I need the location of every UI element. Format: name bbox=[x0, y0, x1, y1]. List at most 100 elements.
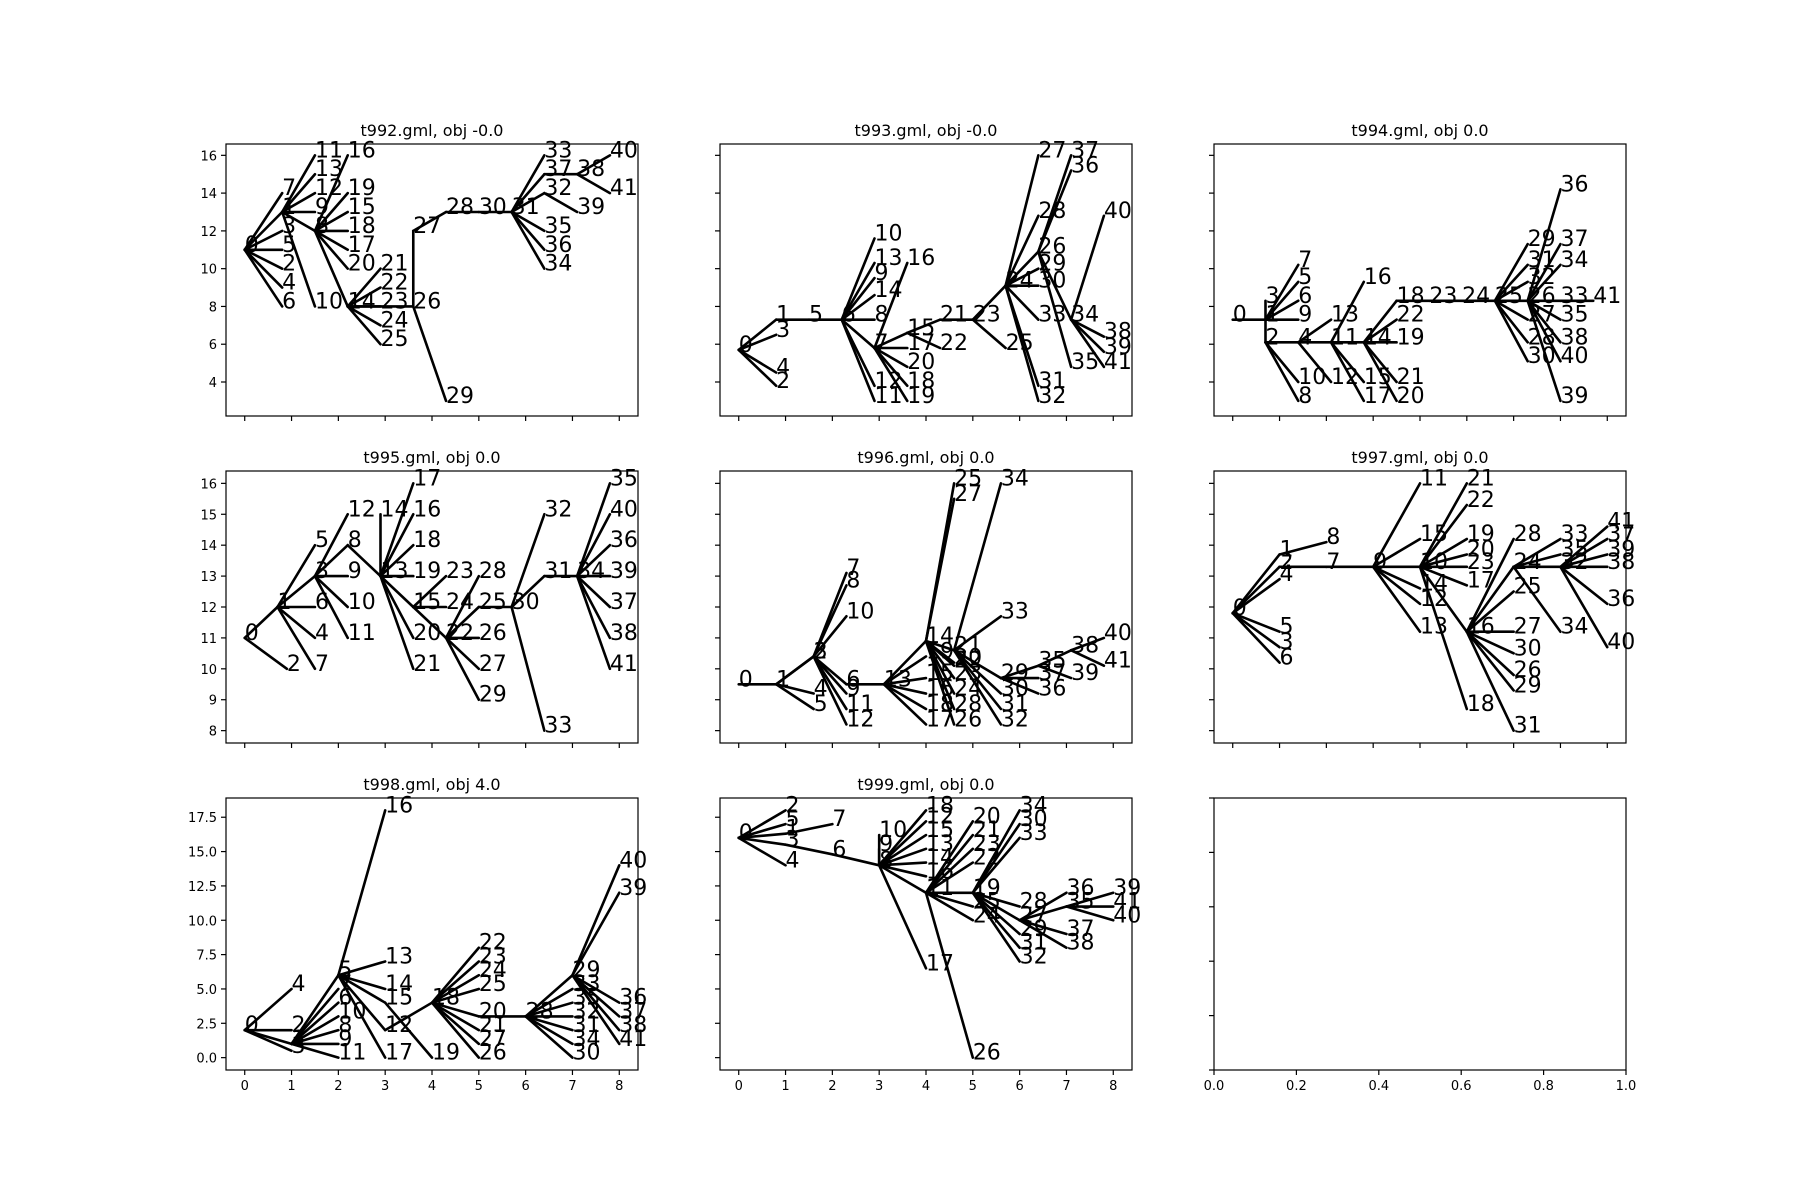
node-label: 19 bbox=[1467, 522, 1495, 547]
y-tick-label: 12 bbox=[200, 225, 217, 240]
node-label: 27 bbox=[479, 652, 507, 677]
node-label: 37 bbox=[610, 590, 638, 615]
node-label: 40 bbox=[1113, 903, 1141, 928]
tree-edge bbox=[840, 293, 876, 321]
node-label: 40 bbox=[610, 138, 638, 163]
tree-edge bbox=[575, 574, 612, 609]
panel-title: t996.gml, obj 0.0 bbox=[857, 448, 994, 467]
tree-edge bbox=[243, 605, 279, 640]
node-label: 15 bbox=[926, 661, 954, 686]
tree-edge bbox=[924, 639, 956, 711]
node-label: 31 bbox=[1514, 714, 1542, 739]
y-tick-label: 15.0 bbox=[188, 846, 217, 861]
x-tick-label: 1.0 bbox=[1616, 1079, 1637, 1094]
node-label: 10 bbox=[348, 590, 376, 615]
tree-edge bbox=[1264, 299, 1300, 321]
node-label: 10 bbox=[846, 599, 874, 624]
node-label: 9 bbox=[338, 1027, 352, 1052]
node-label: 32 bbox=[572, 999, 600, 1024]
tree-edge bbox=[1231, 611, 1281, 664]
y-tick-label: 11 bbox=[200, 632, 217, 647]
node-label: 14 bbox=[926, 846, 954, 871]
x-tick-label: 8 bbox=[615, 1079, 623, 1094]
tree-edge bbox=[524, 1015, 574, 1046]
node-label: 6 bbox=[846, 667, 860, 692]
node-label: 26 bbox=[479, 621, 507, 646]
node-label: 8 bbox=[315, 214, 329, 239]
node-label: 12 bbox=[385, 1013, 413, 1038]
tree-edge bbox=[575, 574, 612, 671]
y-tick-label: 5.0 bbox=[196, 983, 217, 998]
node-label: 23 bbox=[973, 832, 1001, 857]
tree-edge bbox=[774, 655, 815, 686]
tree-edge bbox=[346, 286, 382, 308]
node-label: 19 bbox=[926, 639, 954, 664]
node-label: 10 bbox=[879, 818, 907, 843]
tree-edge bbox=[1004, 284, 1040, 321]
tree-edge bbox=[290, 1015, 340, 1046]
node-label: 9 bbox=[348, 559, 362, 584]
tree-edge bbox=[952, 648, 1003, 711]
node-label: 21 bbox=[381, 252, 409, 277]
node-label: 4 bbox=[1280, 562, 1294, 587]
node-label: 11 bbox=[338, 1041, 366, 1066]
tree-edge bbox=[379, 574, 415, 640]
node-label: 0 bbox=[245, 233, 259, 258]
node-label: 15 bbox=[348, 195, 376, 220]
tree-edge bbox=[383, 1001, 434, 1059]
tree-edge bbox=[1231, 553, 1281, 615]
x-tick-label: 2 bbox=[334, 1079, 342, 1094]
node-label: 0 bbox=[739, 821, 753, 846]
node-label: 11 bbox=[846, 692, 874, 717]
tree-edge bbox=[313, 574, 350, 640]
tree-edge bbox=[575, 574, 612, 640]
y-tick-label: 7.5 bbox=[196, 949, 217, 964]
node-label: 7 bbox=[1298, 248, 1312, 273]
node-label: 31 bbox=[1038, 369, 1066, 394]
tree-edge bbox=[313, 154, 350, 233]
node-label: 21 bbox=[954, 633, 982, 658]
node-label: 27 bbox=[1038, 138, 1066, 163]
node-label: 18 bbox=[1397, 284, 1425, 309]
tree-edge bbox=[379, 574, 415, 609]
tree-edge bbox=[882, 682, 928, 711]
node-label: 23 bbox=[1467, 550, 1495, 575]
tree-edge bbox=[877, 847, 928, 867]
node-label: 29 bbox=[446, 384, 474, 409]
node-label: 40 bbox=[610, 497, 638, 522]
node-label: 16 bbox=[1364, 265, 1392, 290]
tree-edge bbox=[840, 318, 876, 388]
node-label: 16 bbox=[926, 677, 954, 702]
tree-edge bbox=[290, 1001, 340, 1046]
y-tick-label: 10.0 bbox=[188, 914, 217, 929]
tree-edge bbox=[346, 267, 382, 308]
tree-edge bbox=[1018, 918, 1068, 936]
node-label: 5 bbox=[315, 528, 329, 553]
node-label: 3 bbox=[282, 214, 296, 239]
tree-edge bbox=[1231, 577, 1281, 615]
node-label: 25 bbox=[1495, 284, 1523, 309]
tree-edge bbox=[1559, 537, 1609, 569]
node-label: 2 bbox=[292, 1013, 306, 1038]
tree-edge bbox=[905, 331, 942, 350]
node-label: 9 bbox=[1298, 303, 1312, 328]
tree-edge bbox=[510, 512, 546, 609]
tree-edge bbox=[280, 154, 317, 214]
y-tick-label: 0.0 bbox=[196, 1052, 217, 1067]
node-label: 3 bbox=[315, 559, 329, 584]
tree-edge bbox=[510, 154, 546, 214]
tree-edge bbox=[543, 191, 579, 214]
node-label: 4 bbox=[292, 972, 306, 997]
tree-edge bbox=[873, 261, 909, 350]
node-label: 4 bbox=[814, 677, 828, 702]
node-label: 4 bbox=[315, 621, 329, 646]
tree-edge bbox=[1296, 318, 1333, 344]
node-label: 15 bbox=[926, 818, 954, 843]
node-label: 23 bbox=[479, 944, 507, 969]
node-label: 17 bbox=[926, 707, 954, 732]
node-label: 22 bbox=[954, 649, 982, 674]
tree-edge bbox=[1418, 503, 1469, 569]
node-label: 34 bbox=[577, 559, 605, 584]
tree-edge bbox=[510, 210, 546, 270]
node-label: 34 bbox=[1071, 303, 1099, 328]
